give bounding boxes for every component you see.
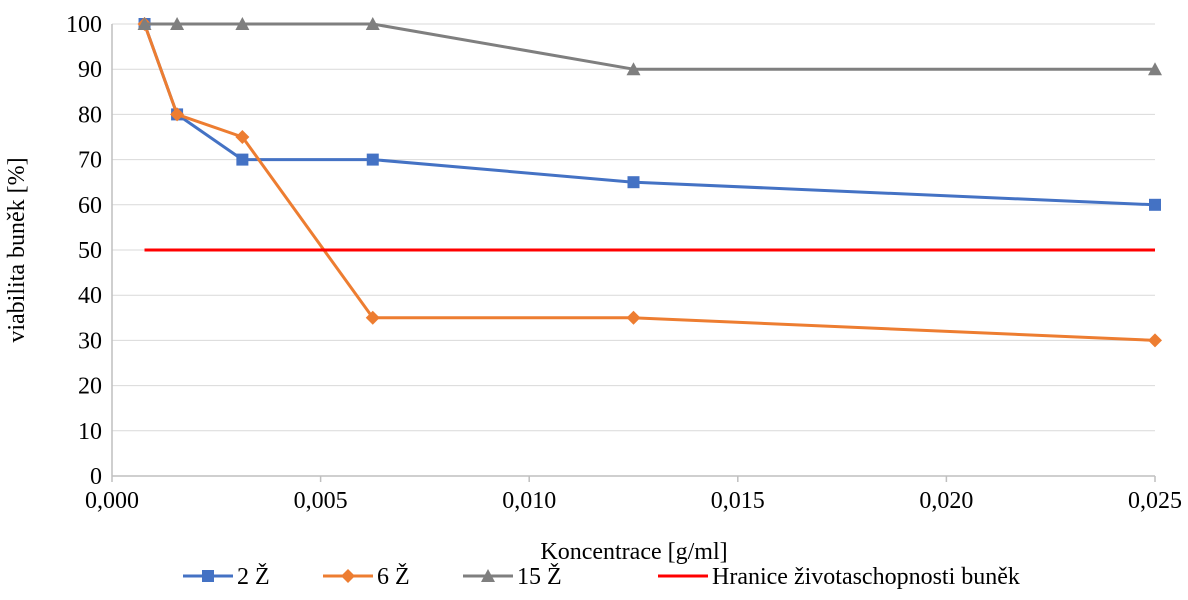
series-2 <box>137 17 1162 76</box>
legend: 2 Ž 6 Ž 15 Ž Hranice životaschopnosti buněk <box>183 564 1020 590</box>
y-tick-labels: 0 10 20 30 40 50 60 70 80 90 100 <box>66 12 102 490</box>
legend-swatch-marker <box>202 570 214 582</box>
legend-label: 15 Ž <box>517 564 562 590</box>
series-group <box>137 17 1162 348</box>
x-tick-labels: 0,000 0,005 0,010 0,015 0,020 0,025 <box>85 488 1182 514</box>
x-tick-label: 0,005 <box>294 488 348 514</box>
data-point <box>627 176 640 189</box>
series-line <box>144 22 1155 71</box>
y-tick-label: 70 <box>78 148 102 174</box>
y-tick-label: 50 <box>78 238 102 264</box>
data-point <box>170 17 185 30</box>
y-tick-label: 60 <box>78 193 102 219</box>
data-point <box>366 153 379 166</box>
axes <box>111 24 1156 482</box>
y-tick-label: 10 <box>78 419 102 445</box>
legend-label: Hranice životaschopnosti buněk <box>712 564 1020 590</box>
x-tick-label: 0,010 <box>502 488 556 514</box>
legend-swatch-marker <box>341 569 355 583</box>
x-tick-label: 0,000 <box>85 488 139 514</box>
data-point <box>1148 62 1162 76</box>
y-tick-label: 20 <box>78 374 102 400</box>
x-tick-label: 0,025 <box>1128 488 1182 514</box>
x-axis-label: Koncentrace [g/ml] <box>540 539 727 565</box>
y-tick-label: 90 <box>78 57 102 83</box>
y-tick-label: 0 <box>90 464 102 490</box>
gridlines <box>112 23 1155 432</box>
legend-label: 6 Ž <box>377 564 410 590</box>
data-point <box>1149 198 1161 211</box>
data-point <box>170 107 185 122</box>
legend-label: 2 Ž <box>237 564 270 590</box>
legend-item: Hranice životaschopnosti buněk <box>658 564 1020 590</box>
x-tick-label: 0,020 <box>919 488 973 514</box>
data-point <box>1148 333 1162 348</box>
y-tick-label: 80 <box>78 102 102 128</box>
data-point <box>137 17 152 30</box>
y-tick-label: 40 <box>78 283 102 309</box>
series-line <box>143 23 1156 342</box>
legend-swatch-marker <box>481 569 495 582</box>
data-point <box>235 17 250 30</box>
legend-item: 6 Ž <box>323 564 410 590</box>
y-tick-label: 100 <box>66 12 102 38</box>
data-point <box>235 130 250 144</box>
legend-item: 2 Ž <box>183 564 270 590</box>
data-point <box>365 17 380 30</box>
data-point <box>626 310 641 325</box>
y-tick-label: 30 <box>78 328 102 354</box>
y-axis-label: viabilita buněk [%] <box>4 157 30 342</box>
data-point <box>626 62 641 76</box>
x-tick-label: 0,015 <box>711 488 765 514</box>
data-point <box>236 153 249 166</box>
legend-item: 15 Ž <box>463 564 562 590</box>
data-point <box>365 310 380 325</box>
